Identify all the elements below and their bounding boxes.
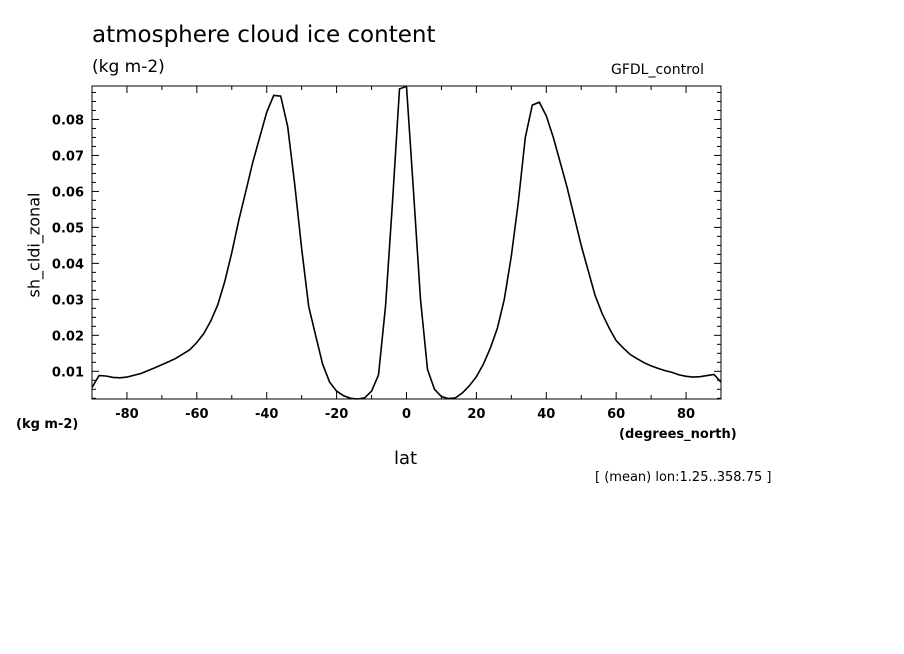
y-tick-label: 0.07 (52, 149, 84, 164)
y-tick-label: 0.08 (52, 113, 84, 128)
y-tick-label: 0.03 (52, 293, 84, 308)
x-tick-label: 80 (677, 407, 695, 422)
y-tick-label: 0.01 (52, 365, 84, 380)
x-tick-label: 40 (537, 407, 555, 422)
x-tick-label: -60 (185, 407, 209, 422)
chart-units: (kg m-2) (92, 57, 165, 77)
x-tick-label: 60 (607, 407, 625, 422)
y-tick-label: 0.06 (52, 185, 84, 200)
y-axis-unit: (kg m-2) (16, 417, 79, 432)
x-tick-label: -20 (325, 407, 349, 422)
x-axis-ticks: -80 -60 -40 -20 0 20 40 60 80 (91, 86, 722, 422)
x-tick-label: 0 (402, 407, 411, 422)
x-tick-label: 20 (467, 407, 485, 422)
footnote: [ (mean) lon:1.25..358.75 ] (595, 470, 772, 485)
y-tick-label: 0.05 (52, 221, 84, 236)
y-tick-label: 0.02 (52, 329, 84, 344)
y-tick-label: 0.04 (52, 257, 84, 272)
x-tick-label: -40 (255, 407, 279, 422)
dataset-label: GFDL_control (611, 62, 705, 78)
x-axis-label: lat (394, 448, 418, 469)
chart-title: atmosphere cloud ice content (92, 22, 436, 48)
y-axis-ticks: 0.01 0.02 0.03 0.04 0.05 0.06 0.07 0.08 (52, 91, 721, 399)
x-tick-label: -80 (115, 407, 139, 422)
series-line (91, 85, 722, 400)
x-axis-unit: (degrees_north) (619, 427, 737, 442)
